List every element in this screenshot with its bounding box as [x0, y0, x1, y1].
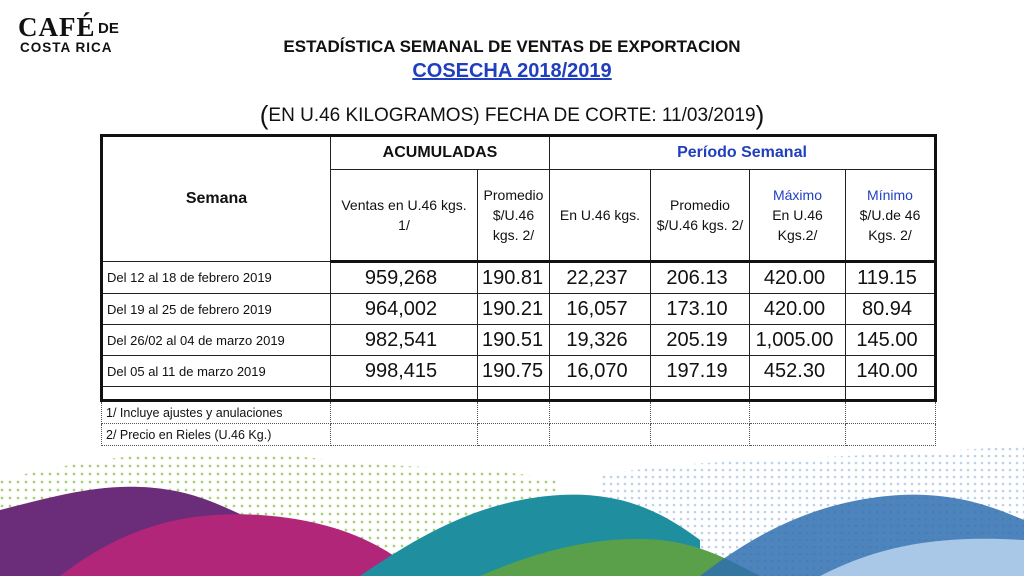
footnote-1: 1/ Incluye ajustes y anulaciones [101, 400, 331, 424]
note-cell [549, 400, 651, 424]
spacer-cell [749, 386, 846, 402]
magenta-hill [60, 514, 420, 576]
col-promedio-sem-header: Promedio $/U.46 kgs. 2/ [650, 169, 750, 263]
spacer-cell [330, 386, 478, 402]
page-title: ESTADÍSTICA SEMANAL DE VENTAS DE EXPORTA… [283, 37, 741, 56]
row-semana: Del 12 al 18 de febrero 2019 [100, 261, 331, 294]
col-maximo-header: Máximo En U.46 Kgs.2/ [749, 169, 846, 263]
row-prom-acum: 190.51 [477, 324, 550, 356]
light-blue-hill [820, 538, 1024, 576]
note-cell [844, 400, 937, 424]
spacer-cell [477, 386, 550, 402]
row-ventas: 959,268 [330, 261, 478, 294]
row-minimo: 80.94 [844, 293, 938, 325]
row-maximo: 1,005.00 [749, 324, 846, 356]
row-ventas: 982,541 [330, 324, 478, 356]
row-en-u46: 19,326 [549, 324, 651, 356]
table-row: Del 05 al 11 de marzo 2019 998,415 190.7… [100, 355, 938, 387]
note-cell [844, 423, 937, 446]
row-minimo: 145.00 [844, 324, 938, 356]
row-ventas: 964,002 [330, 293, 478, 325]
logo-de-text: DE [98, 20, 119, 37]
maximo-title: Máximo [772, 187, 822, 203]
cafe-de-costa-rica-logo: CAFÉ DE COSTA RICA [18, 12, 138, 56]
row-prom-sem: 205.19 [650, 324, 750, 356]
table-spacer-row [100, 386, 938, 402]
row-maximo: 420.00 [749, 261, 846, 294]
spacer-cell [549, 386, 651, 402]
row-minimo: 119.15 [844, 261, 938, 294]
paren-open: ( [259, 100, 269, 130]
sales-table: Semana ACUMULADAS Período Semanal Ventas… [100, 134, 938, 446]
row-minimo: 140.00 [844, 355, 938, 387]
logo-cafe-text: CAFÉ [18, 12, 96, 42]
table-row: Del 26/02 al 04 de marzo 2019 982,541 19… [100, 324, 938, 356]
row-prom-acum: 190.81 [477, 261, 550, 294]
minimo-units: $/U.de 46 Kgs. 2/ [859, 207, 921, 243]
periodo-semanal-header: Período Semanal [548, 134, 938, 170]
footnote-2: 2/ Precio en Rieles (U.46 Kg.) [101, 423, 331, 446]
table-row: Del 12 al 18 de febrero 2019 959,268 190… [100, 261, 938, 294]
logo-costa-rica-text: COSTA RICA [20, 40, 113, 55]
row-en-u46: 16,070 [549, 355, 651, 387]
green-hill [480, 539, 760, 576]
spacer-cell [100, 386, 331, 402]
row-prom-sem: 206.13 [650, 261, 750, 294]
row-semana: Del 19 al 25 de febrero 2019 [100, 293, 331, 325]
col-en-u46-header: En U.46 kgs. [549, 169, 651, 263]
spacer-cell [844, 386, 938, 402]
note-cell [749, 400, 846, 424]
row-prom-sem: 173.10 [650, 293, 750, 325]
row-ventas: 998,415 [330, 355, 478, 387]
col-ventas-header: Ventas en U.46 kgs. 1/ [330, 169, 478, 263]
spacer-cell [650, 386, 750, 402]
note-cell [650, 400, 750, 424]
minimo-title: Mínimo [867, 187, 913, 203]
row-prom-acum: 190.75 [477, 355, 550, 387]
maximo-units: En U.46 Kgs.2/ [772, 207, 823, 243]
acumuladas-header: ACUMULADAS [330, 134, 550, 170]
col-promedio-acum-header: Promedio $/U.46 kgs. 2/ [477, 169, 550, 263]
row-maximo: 420.00 [749, 293, 846, 325]
row-maximo: 452.30 [749, 355, 846, 387]
row-prom-sem: 197.19 [650, 355, 750, 387]
note-cell [330, 400, 478, 424]
table-row: Del 19 al 25 de febrero 2019 964,002 190… [100, 293, 938, 325]
footnote-row: 2/ Precio en Rieles (U.46 Kg.) [101, 423, 937, 446]
row-prom-acum: 190.21 [477, 293, 550, 325]
sales-table-container: Semana ACUMULADAS Período Semanal Ventas… [100, 134, 938, 446]
row-semana: Del 26/02 al 04 de marzo 2019 [100, 324, 331, 356]
row-en-u46: 22,237 [549, 261, 651, 294]
note-cell [477, 400, 550, 424]
footnote-row: 1/ Incluye ajustes y anulaciones [101, 400, 937, 424]
harvest-subtitle: COSECHA 2018/2019 [412, 60, 612, 82]
row-en-u46: 16,057 [549, 293, 651, 325]
row-semana: Del 05 al 11 de marzo 2019 [100, 355, 331, 387]
date-line-text: EN U.46 KILOGRAMOS) FECHA DE CORTE: 11/0… [268, 105, 756, 126]
paren-close: ) [755, 100, 765, 130]
semana-header: Semana [100, 134, 331, 262]
decorative-landscape-graphic [0, 445, 1024, 576]
date-line: (EN U.46 KILOGRAMOS) FECHA DE CORTE: 11/… [0, 100, 1024, 131]
col-minimo-header: Mínimo $/U.de 46 Kgs. 2/ [844, 169, 938, 263]
